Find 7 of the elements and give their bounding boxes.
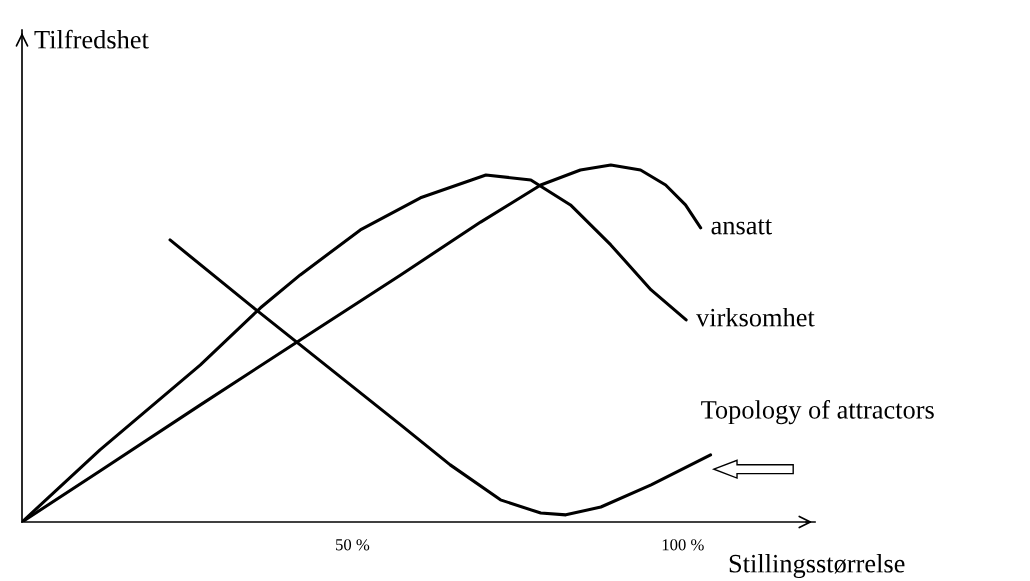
- y-axis-title: Tilfredshet: [34, 29, 149, 49]
- series-label: ansatt: [711, 219, 772, 235]
- x-tick-label: 100 %: [662, 539, 704, 551]
- series-label: Topology of attractors: [701, 399, 934, 425]
- x-axis-title: Stillingsstørrelse: [729, 554, 905, 578]
- x-tick-label: 50 %: [336, 539, 370, 551]
- series-label: virksomhet: [696, 307, 815, 327]
